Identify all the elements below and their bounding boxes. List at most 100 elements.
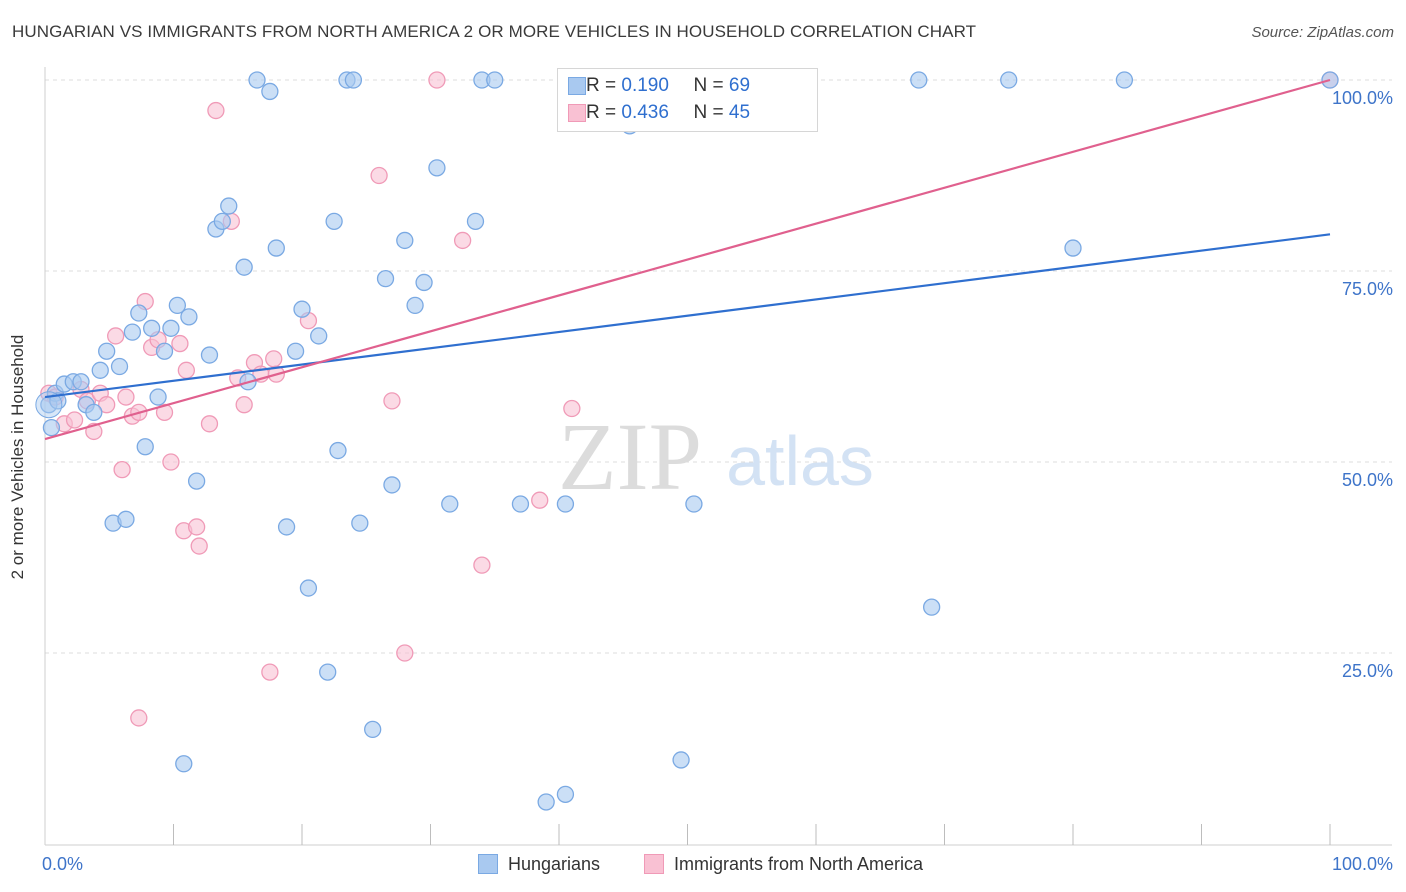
hungarians-point [286,342,305,360]
legend-item-immigrants[interactable]: Immigrants from North America [644,852,923,876]
hungarians-point [123,323,142,341]
watermark-zip: ZIP [558,403,702,510]
hungarians-point [248,71,266,89]
legend-swatch-immigrants [644,854,664,874]
r-label: R = [586,75,617,96]
hungarians-point [42,418,61,437]
watermark: ZIP atlas [558,403,874,510]
hungarians-point [162,319,180,337]
watermark-atlas: atlas [726,422,874,500]
immigrants-point [171,334,189,353]
hungarians-point [35,391,63,419]
hungarians-point [556,495,575,513]
tick-label-layer: 25.0% 50.0% 75.0% 100.0% 0.0% 100.0% [42,88,1393,874]
hungarians-point [1064,239,1082,257]
hungarians-point [213,212,231,230]
hungarians-point [143,319,161,337]
immigrants-point [563,399,581,418]
immigrants-point [117,388,135,406]
trend-layer [44,78,1331,441]
immigrants-point [453,231,472,250]
hungarians-point [344,71,363,89]
y-tick-label: 100.0% [1332,88,1393,108]
immigrants-point [235,396,253,414]
hungarians-point [85,403,103,421]
immigrants-point [207,101,225,120]
immigrants-point [396,644,414,662]
immigrants-point [370,166,388,185]
immigrants-point [177,361,196,379]
hungarians-point [299,579,318,597]
hungarians-point [267,239,285,257]
immigrants-point [383,392,401,410]
hungarians-point [537,793,555,811]
hungarians-point [1115,71,1134,89]
hungarians-point [91,361,109,379]
hungarians-trend-line [44,233,1331,399]
hungarians-point [383,476,401,494]
immigrants-point [261,663,279,681]
hungarians-point [364,720,382,739]
hungarians-point [511,495,530,513]
y-tick-label: 25.0% [1342,661,1393,681]
hungarians-point [175,755,193,773]
y-axis-label: 2 or more Vehicles in Household [8,334,27,580]
y-tick-label: 50.0% [1342,470,1393,490]
hungarians-point [98,342,116,360]
stats-row-immigrants: R = 0.436 N = 45 [568,101,751,125]
hungarians-point [415,273,433,292]
hungarians-point [325,212,343,230]
hungarians-point [293,300,311,318]
hungarians-point [149,388,167,406]
hungarians-point [130,304,148,322]
hungarians-r-value: 0.190 [621,75,669,96]
immigrants-point [113,460,131,479]
n-label: N = [693,75,724,96]
hungarians-n-value: 69 [728,75,751,96]
hungarians-point [136,438,154,456]
immigrants-point [155,403,174,421]
y-tick-label: 75.0% [1342,279,1393,299]
points-layer [35,71,1339,811]
hungarians-point [428,159,446,177]
hungarians-point [117,510,135,528]
hungarians-point [220,197,238,215]
n-label: N = [693,102,724,123]
hungarians-point [406,296,424,315]
immigrants-point [162,453,180,471]
hungarians-point [672,751,690,769]
immigrants-n-value: 45 [728,102,751,123]
legend-label-immigrants: Immigrants from North America [674,854,924,874]
hungarians-point [310,327,328,345]
chart-title: HUNGARIAN VS IMMIGRANTS FROM NORTH AMERI… [12,22,977,41]
immigrants-point [531,491,549,509]
hungarians-point [1000,71,1018,89]
immigrants-point [107,327,125,345]
stats-row-hungarians: R = 0.190 N = 69 [568,74,751,98]
hungarians-point [486,71,504,89]
immigrants-point [187,518,206,536]
legend-label-hungarians: Hungarians [508,854,601,874]
immigrants-trend-line [44,78,1331,441]
legend-item-hungarians[interactable]: Hungarians [478,852,600,876]
immigrants-point [98,396,116,414]
immigrants-point [190,537,208,555]
hungarians-point [329,441,347,460]
hungarians-point [235,258,253,276]
immigrants-point [65,411,84,429]
hungarians-swatch [568,77,586,95]
legend-swatch-hungarians [478,854,498,874]
hungarians-point [923,598,941,616]
hungarians-point [187,472,206,490]
hungarians-point [319,663,337,681]
hungarians-point [376,269,395,288]
hungarians-point [168,296,187,315]
x-tick-label: 0.0% [42,854,83,874]
immigrants-point [130,709,148,727]
hungarians-point [155,342,174,360]
hungarians-point [556,785,575,803]
hungarians-point [261,82,279,101]
immigrants-point [428,71,446,89]
hungarians-point [351,514,369,532]
